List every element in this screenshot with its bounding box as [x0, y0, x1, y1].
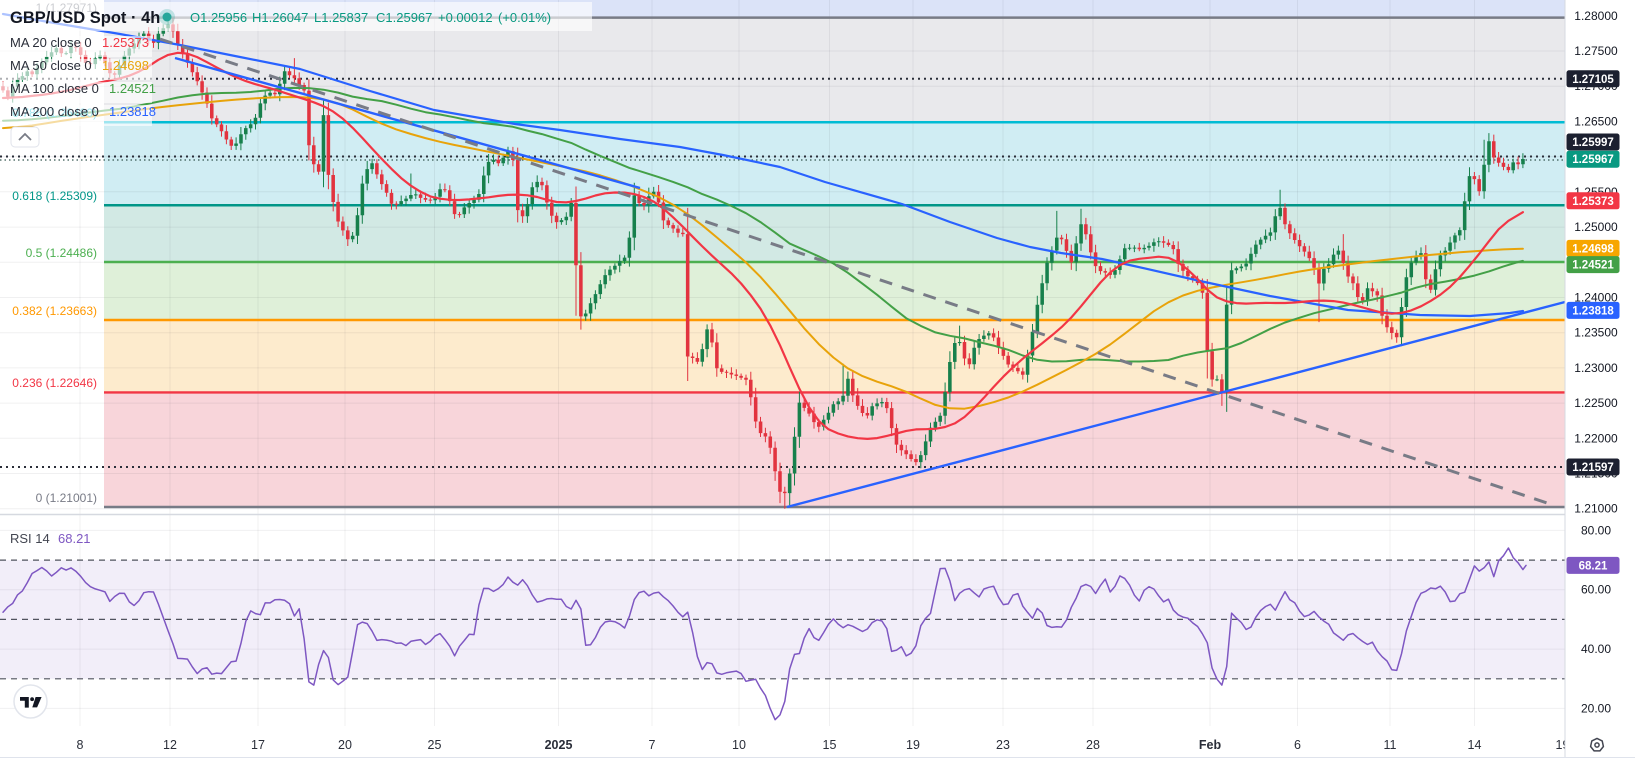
svg-text:17: 17 — [251, 738, 265, 752]
svg-text:1.22000: 1.22000 — [1574, 431, 1618, 445]
svg-text:MA 200 close 0: MA 200 close 0 — [10, 104, 99, 119]
svg-text:1.27500: 1.27500 — [1574, 44, 1618, 58]
svg-text:1.23000: 1.23000 — [1574, 361, 1618, 375]
svg-text:GBP/USD Spot · 4h: GBP/USD Spot · 4h — [10, 9, 160, 27]
svg-text:1.24000: 1.24000 — [1574, 291, 1618, 305]
svg-text:1.25967: 1.25967 — [1572, 154, 1614, 166]
svg-text:1.24521: 1.24521 — [1572, 260, 1614, 272]
svg-text:1.24698: 1.24698 — [102, 58, 149, 73]
svg-text:1.23818: 1.23818 — [1572, 305, 1614, 317]
svg-text:7: 7 — [649, 738, 656, 752]
svg-text:25: 25 — [428, 738, 442, 752]
svg-text:C1.25967: C1.25967 — [376, 10, 432, 25]
svg-text:1.28000: 1.28000 — [1574, 9, 1618, 23]
svg-text:1.22500: 1.22500 — [1574, 396, 1618, 410]
svg-text:1.24521: 1.24521 — [109, 81, 156, 96]
svg-text:12: 12 — [163, 738, 177, 752]
svg-text:68.21: 68.21 — [58, 531, 91, 546]
svg-text:23: 23 — [996, 738, 1010, 752]
svg-text:MA 50 close 0: MA 50 close 0 — [10, 58, 92, 73]
svg-text:1.25373: 1.25373 — [102, 35, 149, 50]
svg-text:8: 8 — [77, 738, 84, 752]
svg-text:1.27105: 1.27105 — [1572, 74, 1614, 86]
svg-text:L1.25837: L1.25837 — [314, 10, 368, 25]
svg-text:Feb: Feb — [1199, 738, 1222, 752]
svg-text:0.382 (1.23663): 0.382 (1.23663) — [12, 304, 97, 318]
svg-text:0.236 (1.22646): 0.236 (1.22646) — [12, 376, 97, 390]
svg-text:0 (1.21001): 0 (1.21001) — [36, 491, 97, 505]
svg-text:2025: 2025 — [545, 738, 573, 752]
svg-text:10: 10 — [732, 738, 746, 752]
svg-text:0.618 (1.25309): 0.618 (1.25309) — [12, 189, 97, 203]
svg-text:0.5 (1.24486): 0.5 (1.24486) — [26, 246, 97, 260]
svg-text:H1.26047: H1.26047 — [252, 10, 308, 25]
svg-text:MA 100 close 0: MA 100 close 0 — [10, 81, 99, 96]
svg-text:1.24698: 1.24698 — [1572, 243, 1614, 255]
svg-text:1.23500: 1.23500 — [1574, 326, 1618, 340]
svg-text:20.00: 20.00 — [1581, 701, 1611, 715]
svg-text:68.21: 68.21 — [1579, 560, 1608, 572]
svg-text:RSI 14: RSI 14 — [10, 531, 50, 546]
svg-text:80.00: 80.00 — [1581, 523, 1611, 537]
svg-text:28: 28 — [1086, 738, 1100, 752]
svg-text:1.25997: 1.25997 — [1572, 137, 1614, 149]
svg-text:1.21000: 1.21000 — [1574, 502, 1618, 516]
svg-text:60.00: 60.00 — [1581, 583, 1611, 597]
svg-text:6: 6 — [1294, 738, 1301, 752]
svg-text:40.00: 40.00 — [1581, 642, 1611, 656]
svg-text:20: 20 — [338, 738, 352, 752]
svg-text:MA 20 close 0: MA 20 close 0 — [10, 35, 92, 50]
svg-text:+0.00012: +0.00012 — [438, 10, 493, 25]
svg-text:15: 15 — [823, 738, 837, 752]
svg-text:1.23818: 1.23818 — [109, 104, 156, 119]
svg-text:(+0.01%): (+0.01%) — [498, 10, 551, 25]
svg-text:14: 14 — [1468, 738, 1482, 752]
svg-text:1.25000: 1.25000 — [1574, 220, 1618, 234]
svg-text:19: 19 — [906, 738, 920, 752]
svg-text:O1.25956: O1.25956 — [190, 10, 247, 25]
svg-text:1.26500: 1.26500 — [1574, 114, 1618, 128]
svg-text:1.21597: 1.21597 — [1572, 462, 1614, 474]
svg-text:11: 11 — [1384, 738, 1397, 752]
svg-text:1.25373: 1.25373 — [1572, 196, 1614, 208]
